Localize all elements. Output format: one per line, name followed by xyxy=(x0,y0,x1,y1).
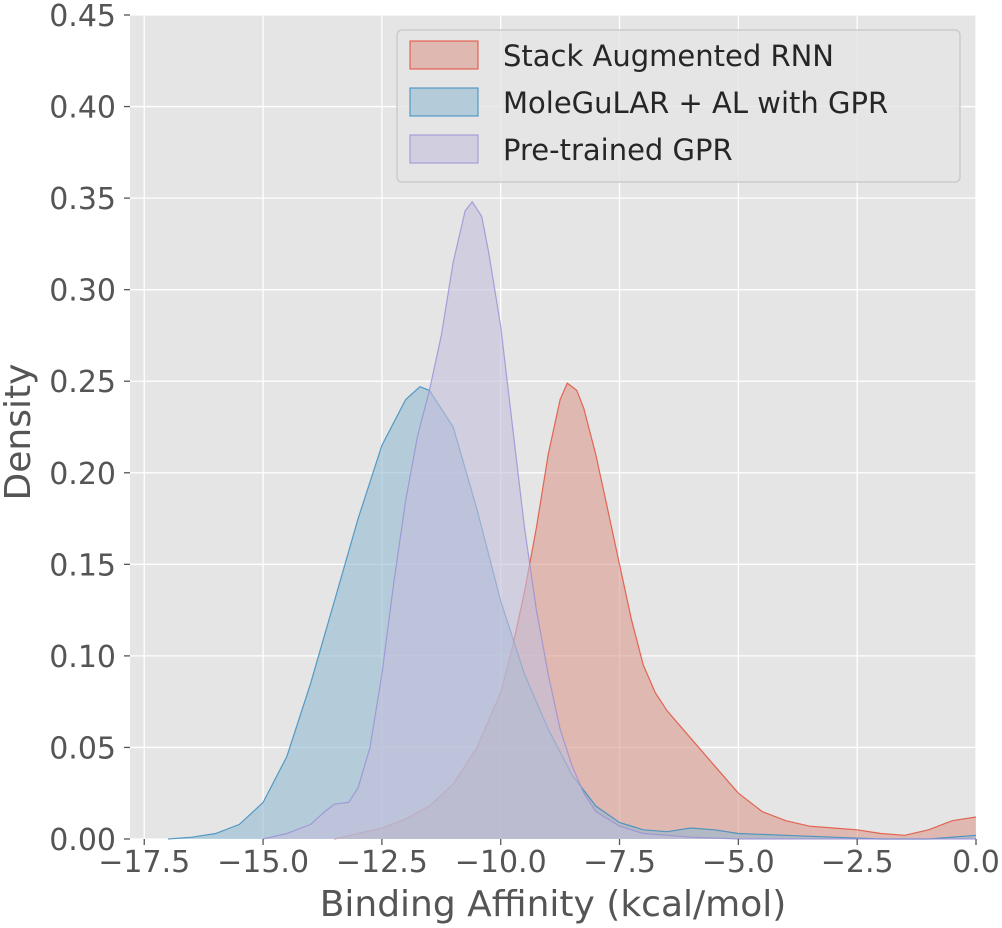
legend-label-2: MoleGuLAR + AL with GPR xyxy=(503,86,888,120)
y-tick-label: 0.45 xyxy=(49,0,116,34)
legend-swatch-2 xyxy=(409,87,479,117)
legend-label-3: Pre-trained GPR xyxy=(503,133,733,167)
y-axis-label: Density xyxy=(0,364,39,501)
density-line-3 xyxy=(262,200,976,840)
x-tick-label: −5.0 xyxy=(702,845,775,880)
x-axis-ticks: −17.5 −15.0 −12.5 −10.0 −7.5 −5.0 −2.5 0.0 xyxy=(98,839,1000,880)
legend-frame xyxy=(396,29,961,183)
x-tick-label: 0.0 xyxy=(952,845,1000,880)
y-tick-label: 0.05 xyxy=(49,731,116,766)
x-axis-label: Binding Affinity (kcal/mol) xyxy=(320,884,787,925)
x-tick-label: −10.0 xyxy=(455,845,547,880)
y-tick-label: 0.40 xyxy=(49,91,116,126)
y-tick-label: 0.10 xyxy=(49,640,116,675)
y-tick-label: 0.35 xyxy=(49,182,116,217)
legend-swatch-3 xyxy=(409,134,479,164)
x-tick-label: −12.5 xyxy=(336,845,428,880)
legend: Stack Augmented RNN MoleGuLAR + AL with G… xyxy=(396,29,961,183)
legend-swatch-1 xyxy=(409,40,479,70)
y-tick-label: 0.00 xyxy=(49,823,116,858)
x-tick-label: −7.5 xyxy=(583,845,656,880)
density-area-3 xyxy=(263,201,977,840)
x-tick-label: −2.5 xyxy=(821,845,894,880)
x-tick-label: −17.5 xyxy=(98,845,190,880)
x-tick-label: −15.0 xyxy=(217,845,309,880)
y-tick-label: 0.20 xyxy=(49,457,116,492)
y-tick-label: 0.15 xyxy=(49,548,116,583)
y-tick-label: 0.30 xyxy=(49,274,116,309)
y-tick-label: 0.25 xyxy=(49,365,116,400)
density-areas xyxy=(167,200,977,840)
legend-label-1: Stack Augmented RNN xyxy=(503,39,834,73)
y-axis-ticks: 0.00 0.05 0.10 0.15 0.20 0.25 0.30 0.35 0.40 0.45 xyxy=(49,0,130,858)
density-area-2 xyxy=(168,386,976,839)
